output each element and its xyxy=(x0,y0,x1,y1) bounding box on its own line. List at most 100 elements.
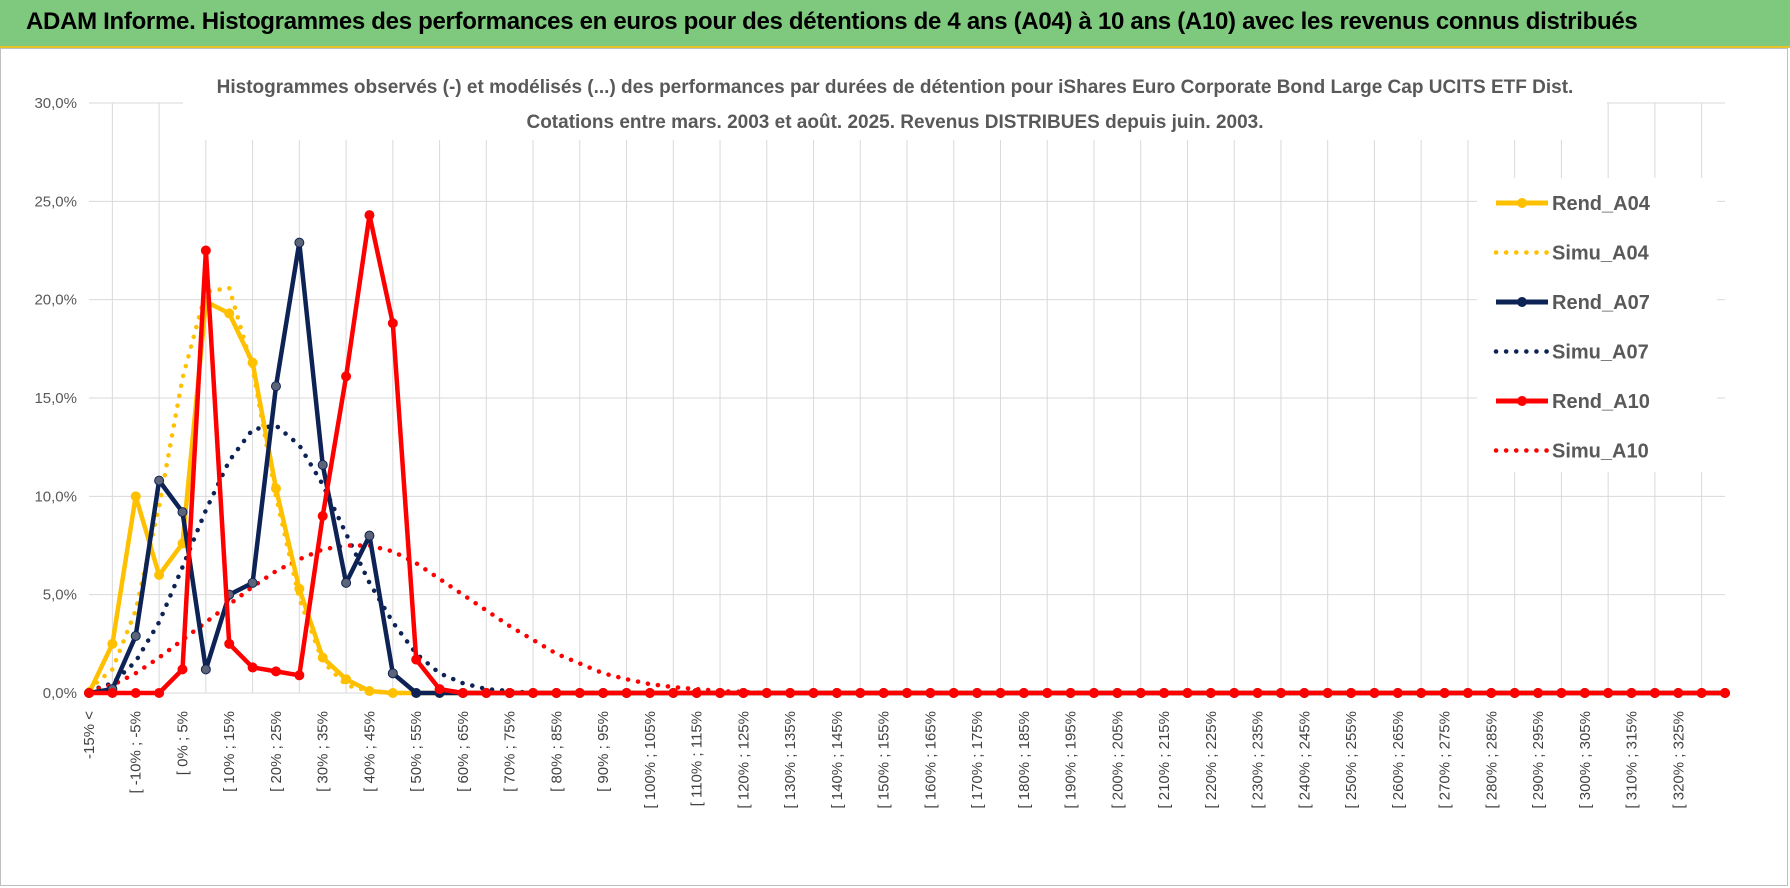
data-point xyxy=(528,688,539,698)
data-point xyxy=(504,688,515,698)
data-point xyxy=(177,664,188,675)
data-point xyxy=(644,688,655,698)
data-point xyxy=(177,507,188,518)
legend-marker xyxy=(1517,396,1527,406)
data-point xyxy=(107,638,118,649)
legend-item-Simu_A07: Simu_A07 xyxy=(1493,342,1649,364)
x-tick-label: [ 160% ; 165% xyxy=(922,711,939,809)
x-tick-label: [ 110% ; 115% xyxy=(689,711,706,806)
data-point xyxy=(1509,688,1520,698)
data-point xyxy=(317,459,328,470)
data-point xyxy=(831,688,842,698)
data-point xyxy=(995,688,1006,698)
x-tick-label: [ 250% ; 255% xyxy=(1343,711,1360,809)
x-tick-label: [ 270% ; 275% xyxy=(1437,711,1454,809)
x-tick-label: [ 90% ; 95% xyxy=(595,711,612,792)
data-point xyxy=(1135,688,1146,698)
data-point xyxy=(1252,688,1263,698)
data-point xyxy=(224,308,235,319)
x-tick-label: [ 60% ; 65% xyxy=(455,711,472,792)
data-point xyxy=(481,688,492,698)
x-tick-label: [ 190% ; 195% xyxy=(1063,711,1080,809)
legend-item-Rend_A10: Rend_A10 xyxy=(1496,391,1650,413)
x-tick-label: [ 10% ; 15% xyxy=(221,711,238,792)
data-point xyxy=(1369,688,1380,698)
data-point xyxy=(1018,688,1029,698)
x-tick-label: [ 120% ; 125% xyxy=(735,711,752,809)
data-point xyxy=(808,688,819,698)
data-point xyxy=(1065,688,1076,698)
data-point xyxy=(247,357,258,368)
data-point xyxy=(738,688,749,698)
data-point xyxy=(574,688,585,698)
data-point xyxy=(972,688,983,698)
y-tick-label: 15,0% xyxy=(34,390,77,407)
data-point xyxy=(411,688,422,698)
data-point xyxy=(107,688,118,698)
data-point xyxy=(621,688,632,698)
x-tick-label: [ 140% ; 145% xyxy=(829,711,846,809)
data-point xyxy=(317,511,328,521)
x-tick-label: [ 220% ; 225% xyxy=(1203,711,1220,809)
data-point xyxy=(948,688,959,698)
x-tick-label: [ 180% ; 185% xyxy=(1016,711,1033,809)
data-point xyxy=(1088,688,1099,698)
x-tick-label: [ 170% ; 175% xyxy=(969,711,986,809)
data-point xyxy=(1205,688,1216,698)
x-tick-label: [ 80% ; 85% xyxy=(548,711,565,792)
data-point xyxy=(668,688,679,698)
data-point xyxy=(270,483,281,494)
x-tick-label: [ 210% ; 215% xyxy=(1156,711,1173,809)
x-tick-label: [ 230% ; 235% xyxy=(1250,711,1267,809)
data-point xyxy=(270,666,281,677)
data-point xyxy=(294,670,305,681)
data-point xyxy=(1346,688,1357,698)
chart-subtitle: Cotations entre mars. 2003 et août. 2025… xyxy=(526,112,1263,133)
legend-box xyxy=(1477,178,1717,472)
data-point xyxy=(785,688,796,698)
data-point xyxy=(387,688,398,698)
header-bar: ADAM Informe. Histogrammes des performan… xyxy=(0,0,1790,48)
legend-marker xyxy=(1517,198,1527,208)
data-point xyxy=(364,686,375,697)
data-point xyxy=(1649,688,1660,698)
data-point xyxy=(270,381,281,392)
x-tick-label: [ 260% ; 265% xyxy=(1390,711,1407,809)
legend-item-Rend_A07: Rend_A07 xyxy=(1496,292,1650,314)
data-point xyxy=(925,688,936,698)
data-point xyxy=(1579,688,1590,698)
x-tick-label: [ 130% ; 135% xyxy=(782,711,799,809)
data-point xyxy=(154,475,165,486)
y-tick-label: 0,0% xyxy=(43,685,77,702)
legend-label: Simu_A04 xyxy=(1552,243,1650,265)
data-point xyxy=(1159,688,1170,698)
data-point xyxy=(457,688,468,698)
x-tick-label: [ 200% ; 205% xyxy=(1109,711,1126,809)
chart-frame xyxy=(0,48,1788,886)
title-backdrop xyxy=(183,66,1607,140)
legend-item-Simu_A10: Simu_A10 xyxy=(1493,441,1649,463)
x-tick-label: [ 20% ; 25% xyxy=(268,711,285,792)
series-line xyxy=(86,543,1728,696)
data-point xyxy=(1416,688,1427,698)
data-point xyxy=(130,491,141,502)
x-tick-label: [ 150% ; 155% xyxy=(876,711,893,809)
data-point xyxy=(84,688,94,698)
data-point xyxy=(598,688,609,698)
data-point xyxy=(1275,688,1286,698)
legend-label: Rend_A04 xyxy=(1552,193,1651,215)
y-tick-label: 20,0% xyxy=(34,292,77,309)
x-axis-ticks: -15% < [ -10% ; -5% [ 0% ; 5% [ 10% ; 15% [ … xyxy=(81,711,1687,809)
data-point xyxy=(130,630,141,641)
x-tick-label: [ 70% ; 75% xyxy=(502,711,519,792)
data-point xyxy=(1556,688,1567,698)
data-point xyxy=(294,237,305,248)
y-tick-label: 30,0% xyxy=(34,95,77,112)
y-tick-label: 10,0% xyxy=(34,488,77,505)
data-point xyxy=(341,674,352,685)
x-tick-label: [ 50% ; 55% xyxy=(408,711,425,792)
data-point xyxy=(551,688,562,698)
data-point xyxy=(200,664,211,675)
x-tick-label: [ 240% ; 245% xyxy=(1296,711,1313,809)
series-Rend_A10 xyxy=(84,210,1730,698)
